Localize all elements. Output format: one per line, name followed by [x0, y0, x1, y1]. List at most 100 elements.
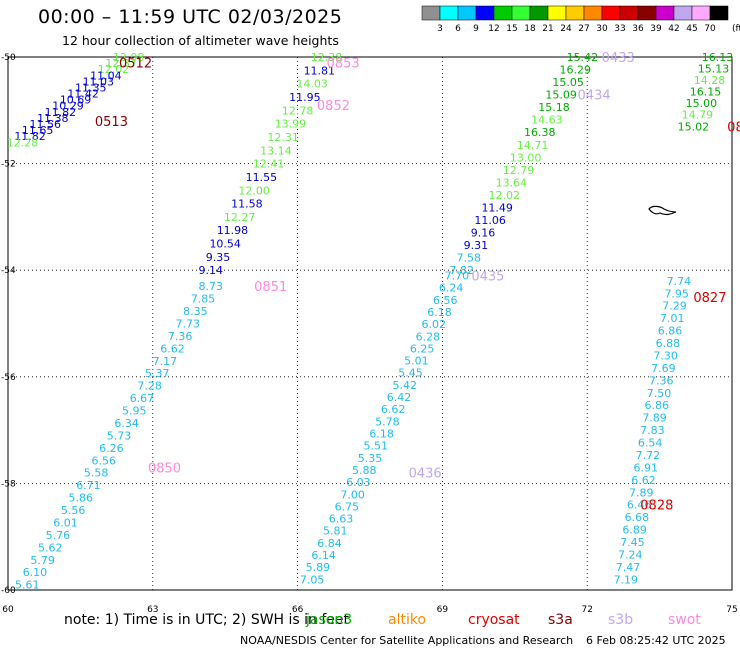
- legend-swatch: [421, 5, 441, 21]
- wave-height-value: 7.83: [640, 424, 665, 437]
- wave-height-value: 12.02: [489, 189, 521, 202]
- legend-swatch: [619, 5, 639, 21]
- legend-tick-label: 3: [437, 24, 443, 34]
- wave-height-value: 6.34: [114, 417, 139, 430]
- wave-height-value: 6.86: [645, 399, 670, 412]
- y-tick-label: -56: [1, 373, 16, 383]
- wave-height-value: 6.14: [311, 549, 336, 562]
- plot-frame: [7, 56, 733, 591]
- wave-height-value: 14.03: [296, 78, 328, 91]
- wave-height-tracks: 12.0812.3712.0211.0411.0311.3511.4210.69…: [7, 51, 734, 592]
- wave-height-value: 5.01: [404, 355, 429, 368]
- wave-height-value: 12.00: [238, 184, 270, 197]
- wave-height-value: 5.45: [398, 367, 423, 380]
- wave-height-value: 10.69: [60, 94, 92, 107]
- wave-height-value: 11.42: [67, 88, 99, 101]
- wave-height-value: 5.56: [61, 504, 86, 517]
- legend-swatch: [673, 5, 693, 21]
- wave-height-value: 7.89: [642, 412, 667, 425]
- wave-height-value: 6.75: [335, 500, 360, 513]
- pass-label: 0853: [327, 56, 360, 71]
- legend-tick-label: 42: [668, 24, 679, 34]
- y-tick-label: -60: [1, 586, 16, 596]
- wave-height-value: 5.58: [84, 467, 109, 480]
- wave-height-value: 16.15: [690, 86, 722, 99]
- wave-height-value: 7.36: [168, 330, 193, 343]
- wave-height-value: 7.89: [629, 486, 654, 499]
- wave-height-value: 5.37: [145, 367, 170, 380]
- wave-height-value: 16.29: [560, 64, 592, 77]
- legend-tick-label: 9: [473, 24, 479, 34]
- legend-swatch: [493, 5, 513, 21]
- wave-height-value: 13.14: [260, 144, 292, 157]
- wave-height-value: 9.31: [464, 239, 489, 252]
- wave-height-value: 11.56: [29, 118, 61, 131]
- wave-height-value: 7.45: [620, 536, 645, 549]
- generated-timestamp: 6 Feb 08:25:42 UTC 2025: [586, 634, 726, 647]
- wave-height-value: 6.18: [427, 306, 452, 319]
- wave-height-value: 7.36: [649, 374, 674, 387]
- wave-height-value: 6.67: [130, 392, 155, 405]
- pass-label: 0850: [148, 461, 181, 476]
- wave-height-value: 12.78: [282, 104, 314, 117]
- wave-height-value: 7.29: [662, 300, 687, 313]
- wave-height-value: 5.73: [107, 429, 132, 442]
- wave-height-value: 14.63: [531, 114, 563, 127]
- wave-height-value: 11.38: [37, 112, 69, 125]
- wave-height-value: 11.82: [14, 130, 46, 143]
- legend-tick-label: 27: [578, 24, 589, 34]
- wave-height-value: 6.63: [329, 513, 354, 526]
- wave-height-value: 7.50: [647, 387, 672, 400]
- wave-height-value: 12.37: [105, 57, 137, 70]
- wave-height-value: 12.79: [503, 164, 535, 177]
- pass-labels: 0512 0513 0853 0852 0851 0850 0433 0434 0435 0436…: [95, 51, 740, 514]
- wave-height-value: 8.35: [183, 305, 208, 318]
- wave-height-value: 6.10: [23, 566, 48, 579]
- wave-height-value: 6.26: [99, 442, 124, 455]
- legend-tick-label: 24: [560, 24, 572, 34]
- x-tick-label: 72: [581, 605, 592, 615]
- satellite-label-swot: swot: [668, 612, 701, 628]
- pass-label: 0436: [409, 467, 442, 482]
- wave-height-value: 11.95: [289, 91, 321, 104]
- legend-swatch: [637, 5, 657, 21]
- wave-height-value: 6.28: [416, 330, 441, 343]
- legend-tick-label: 39: [650, 24, 662, 34]
- legend-swatch: [511, 5, 531, 21]
- legend-tick-label: 6: [455, 24, 461, 34]
- wave-height-value: 7.73: [176, 318, 201, 331]
- wave-height-value: 15.18: [538, 101, 570, 114]
- page-title: 00:00 – 11:59 UTC 02/03/2025: [38, 6, 343, 28]
- pass-label: 0512: [119, 56, 152, 71]
- wave-height-value: 6.42: [387, 391, 412, 404]
- satellite-label-altiko: altiko: [388, 612, 427, 628]
- legend-tick-label: 15: [506, 24, 517, 34]
- wave-height-value: 14.71: [517, 139, 549, 152]
- y-tick-label: -50: [1, 53, 16, 63]
- wave-height-value: 5.61: [15, 579, 40, 592]
- legend-tick-label: 33: [614, 24, 625, 34]
- wave-height-value: 12.41: [253, 158, 285, 171]
- pass-label: 0852: [317, 99, 350, 114]
- x-tick-label: 66: [292, 605, 304, 615]
- y-tick-label: -58: [1, 479, 16, 489]
- chart-axes: 60 63 66 69 72 75 -50 -52 -54 -56 -58 -60: [1, 53, 738, 615]
- wave-height-value: 11.55: [246, 171, 278, 184]
- wave-height-value: 7.05: [300, 573, 325, 586]
- legend-swatch: [565, 5, 585, 21]
- satellite-label-s3b: s3b: [608, 612, 634, 628]
- wave-height-value: 7.85: [191, 293, 216, 306]
- chart-subtitle: 12 hour collection of altimeter wave hei…: [62, 33, 339, 48]
- wave-height-value: 5.51: [364, 440, 389, 453]
- island-shape: [648, 205, 677, 216]
- wave-height-value: 12.27: [224, 211, 256, 224]
- footer-note: note: 1) Time is in UTC; 2) SWH is in fe…: [64, 612, 350, 628]
- wave-height-value: 7.74: [667, 275, 692, 288]
- wave-height-value: 12.08: [113, 51, 145, 64]
- wave-height-value: 14.28: [694, 74, 726, 87]
- wave-height-value: 5.78: [375, 415, 400, 428]
- legend-tick-label: 30: [596, 24, 608, 34]
- wave-height-value: 6.86: [658, 325, 683, 338]
- wave-height-value: 11.35: [75, 81, 107, 94]
